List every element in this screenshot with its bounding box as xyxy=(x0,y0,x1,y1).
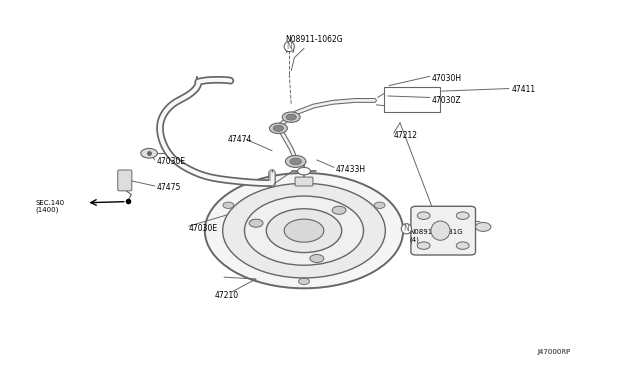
Circle shape xyxy=(282,112,300,122)
Circle shape xyxy=(310,254,324,263)
Circle shape xyxy=(298,167,310,175)
Circle shape xyxy=(269,123,287,134)
Circle shape xyxy=(284,219,324,242)
Text: 47030E: 47030E xyxy=(157,157,186,166)
Text: 47030E: 47030E xyxy=(189,224,218,233)
Text: 47411: 47411 xyxy=(512,85,536,94)
Circle shape xyxy=(456,212,469,219)
Text: 47210: 47210 xyxy=(214,291,239,300)
FancyBboxPatch shape xyxy=(411,206,476,255)
Circle shape xyxy=(285,155,306,167)
Circle shape xyxy=(417,242,430,249)
Circle shape xyxy=(223,183,385,278)
Text: 47212: 47212 xyxy=(394,131,418,140)
Circle shape xyxy=(332,206,346,214)
Text: N: N xyxy=(404,224,409,233)
Text: 47030H: 47030H xyxy=(432,74,462,83)
Circle shape xyxy=(266,209,342,253)
Circle shape xyxy=(456,242,469,249)
Circle shape xyxy=(476,222,491,231)
Text: 47474: 47474 xyxy=(227,135,252,144)
FancyBboxPatch shape xyxy=(295,177,313,186)
FancyBboxPatch shape xyxy=(118,170,132,191)
Circle shape xyxy=(374,202,385,208)
Circle shape xyxy=(290,158,301,165)
Text: J47000RP: J47000RP xyxy=(538,349,571,355)
Circle shape xyxy=(223,202,234,208)
Circle shape xyxy=(244,196,364,265)
Text: N08911-1081G
(4): N08911-1081G (4) xyxy=(410,230,463,243)
Circle shape xyxy=(298,278,310,285)
Ellipse shape xyxy=(431,221,450,240)
Text: 47475: 47475 xyxy=(157,183,181,192)
Circle shape xyxy=(286,114,296,120)
Bar xyxy=(384,87,440,112)
Text: N: N xyxy=(287,42,292,51)
Circle shape xyxy=(249,219,263,227)
Text: 47433H: 47433H xyxy=(336,165,366,174)
Circle shape xyxy=(417,212,430,219)
Text: N08911-1062G
(2): N08911-1062G (2) xyxy=(285,35,342,54)
Text: SEC.140
(1400): SEC.140 (1400) xyxy=(35,200,65,213)
Circle shape xyxy=(273,125,284,131)
Text: 47030Z: 47030Z xyxy=(432,96,461,105)
Circle shape xyxy=(141,148,157,158)
Circle shape xyxy=(205,173,403,288)
Text: J47000RP: J47000RP xyxy=(538,349,571,355)
